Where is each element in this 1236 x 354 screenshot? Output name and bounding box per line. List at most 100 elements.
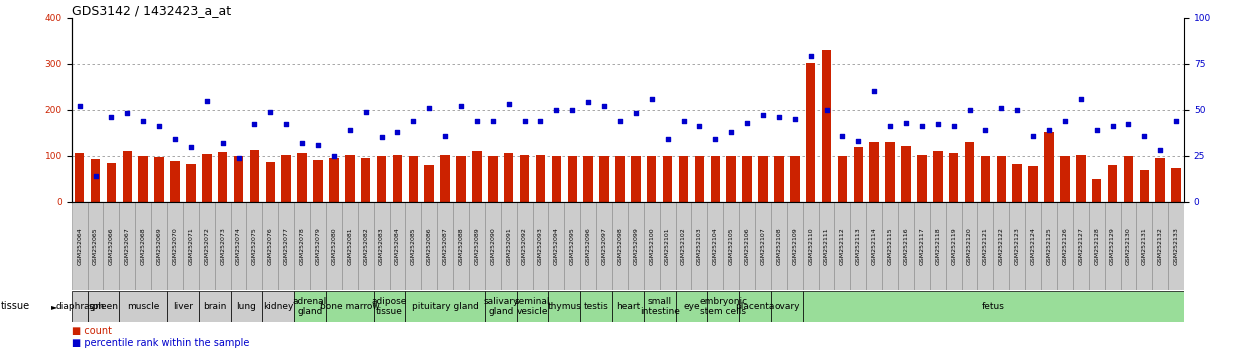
Bar [723,202,739,290]
Text: tissue: tissue [1,301,31,311]
Bar [135,202,151,290]
Text: GSM252112: GSM252112 [840,227,845,265]
Text: ■ count: ■ count [72,326,111,336]
Bar [1105,202,1121,290]
Bar [567,156,577,202]
Text: embryonic
stem cells: embryonic stem cells [700,297,748,316]
Point [1167,118,1187,124]
Point [658,136,677,142]
Bar [802,291,1184,321]
Point [451,103,471,109]
Bar [1172,168,1180,202]
Point [595,103,614,109]
Point [277,122,297,127]
Bar [294,291,326,321]
Bar [313,160,323,202]
Bar [246,202,262,290]
Text: GSM252087: GSM252087 [442,227,447,265]
Bar [75,154,84,202]
Text: ■ percentile rank within the sample: ■ percentile rank within the sample [72,338,250,348]
Bar [183,202,199,290]
Text: heart: heart [616,302,640,311]
Point [1039,127,1059,133]
Point [1086,127,1106,133]
Point [197,98,216,103]
Text: GSM252088: GSM252088 [459,227,464,265]
Point [388,129,408,135]
Bar [1121,202,1136,290]
Text: adipose
tissue: adipose tissue [372,297,407,316]
Bar [120,202,135,290]
Text: fetus: fetus [981,302,1005,311]
Point [69,103,89,109]
Point [1103,124,1122,129]
Bar [151,202,167,290]
Point [753,113,772,118]
Text: GSM252121: GSM252121 [983,227,988,265]
Text: GSM252113: GSM252113 [855,227,860,265]
Bar [472,151,482,202]
Text: GSM252104: GSM252104 [713,227,718,265]
Point [229,155,248,160]
Bar [565,202,580,290]
Text: spleen: spleen [89,302,119,311]
Bar [1073,202,1089,290]
Bar [377,156,387,202]
Bar [755,202,771,290]
Text: GSM252065: GSM252065 [93,227,98,265]
Bar [215,202,231,290]
Text: GSM252085: GSM252085 [410,227,415,265]
Text: GSM252132: GSM252132 [1158,227,1163,265]
Bar [695,156,705,202]
Point [722,129,742,135]
Text: GSM252091: GSM252091 [507,227,512,265]
Text: GSM252080: GSM252080 [331,227,336,265]
Text: diaphragm: diaphragm [56,302,104,311]
Bar [90,159,100,202]
Bar [771,202,787,290]
Point [85,173,105,179]
Bar [361,158,371,202]
Bar [743,156,751,202]
Bar [632,156,640,202]
Bar [806,63,816,202]
Text: GSM252126: GSM252126 [1063,227,1068,265]
Bar [218,152,227,202]
Bar [1091,179,1101,202]
Point [833,133,853,138]
Bar [171,161,179,202]
Bar [662,156,672,202]
Bar [965,142,974,202]
Bar [485,291,517,321]
Point [1023,133,1043,138]
Bar [1140,171,1149,202]
Bar [707,291,739,321]
Bar [707,202,723,290]
Bar [1152,202,1168,290]
Text: GSM252079: GSM252079 [315,227,320,265]
Text: GSM252083: GSM252083 [379,227,384,265]
Bar [599,156,609,202]
Bar [154,157,164,202]
Bar [676,202,691,290]
Bar [885,142,895,202]
Text: GSM252090: GSM252090 [491,227,496,265]
Text: GSM252124: GSM252124 [1031,227,1036,265]
Bar [834,202,850,290]
Text: GSM252125: GSM252125 [1047,227,1052,265]
Bar [612,291,644,321]
Text: GSM252109: GSM252109 [792,227,797,265]
Bar [501,202,517,290]
Text: GSM252092: GSM252092 [522,227,527,265]
Bar [250,150,260,202]
Bar [850,202,866,290]
Bar [262,202,278,290]
Bar [644,291,676,321]
Point [340,127,360,133]
Bar [549,202,565,290]
Text: salivary
gland: salivary gland [483,297,518,316]
Bar [345,155,355,202]
Point [499,101,519,107]
Bar [676,291,707,321]
Bar [994,202,1010,290]
